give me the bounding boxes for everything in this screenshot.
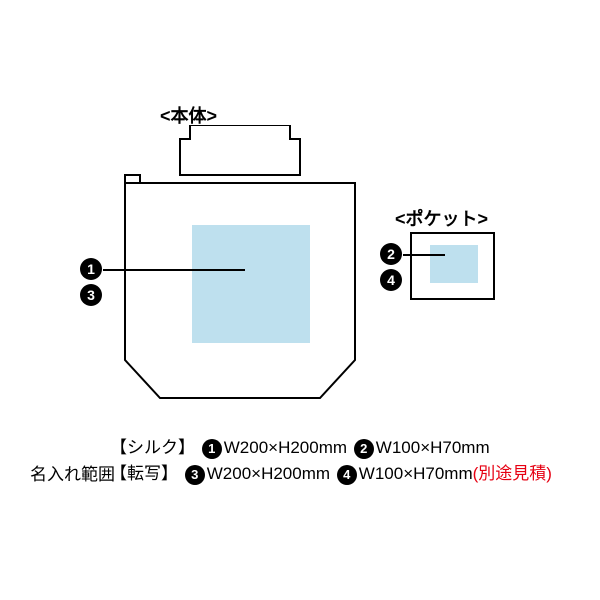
- spec-range-label: 名入れ範囲: [30, 460, 115, 485]
- badge-4: 4: [380, 269, 402, 291]
- body-print-area: [192, 225, 310, 343]
- method-silk: 【シルク】: [110, 438, 195, 457]
- badge-inline-3: 3: [185, 465, 205, 485]
- spec-rows: 【シルク】 1W200×H200mm 2W100×H70mm 【転写】 3W20…: [110, 435, 552, 487]
- badge-2: 2: [380, 243, 402, 265]
- pocket-print-area: [430, 245, 478, 283]
- spec-row-transfer: 【転写】 3W200×H200mm 4W100×H70mm(別途見積): [110, 461, 552, 487]
- dim-3: W200×H200mm: [207, 464, 330, 483]
- pointer-pocket: [403, 254, 445, 256]
- diagram-canvas: <本体> 1 3 <ポケット> 2 4 名入れ範囲 【シルク】 1W200×H2…: [0, 0, 600, 600]
- spec-row-silk: 【シルク】 1W200×H200mm 2W100×H70mm: [110, 435, 552, 461]
- dim-2: W100×H70mm: [376, 438, 490, 457]
- dim-1: W200×H200mm: [224, 438, 347, 457]
- badge-3: 3: [80, 284, 102, 306]
- badge-1: 1: [80, 258, 102, 280]
- method-transfer: 【転写】: [110, 464, 178, 483]
- badge-inline-1: 1: [202, 439, 222, 459]
- extra-note: (別途見積): [473, 464, 552, 483]
- badge-inline-2: 2: [354, 439, 374, 459]
- pocket-title: <ポケット>: [395, 205, 488, 231]
- dim-4: W100×H70mm: [359, 464, 473, 483]
- pointer-body: [103, 269, 245, 271]
- badge-inline-4: 4: [337, 465, 357, 485]
